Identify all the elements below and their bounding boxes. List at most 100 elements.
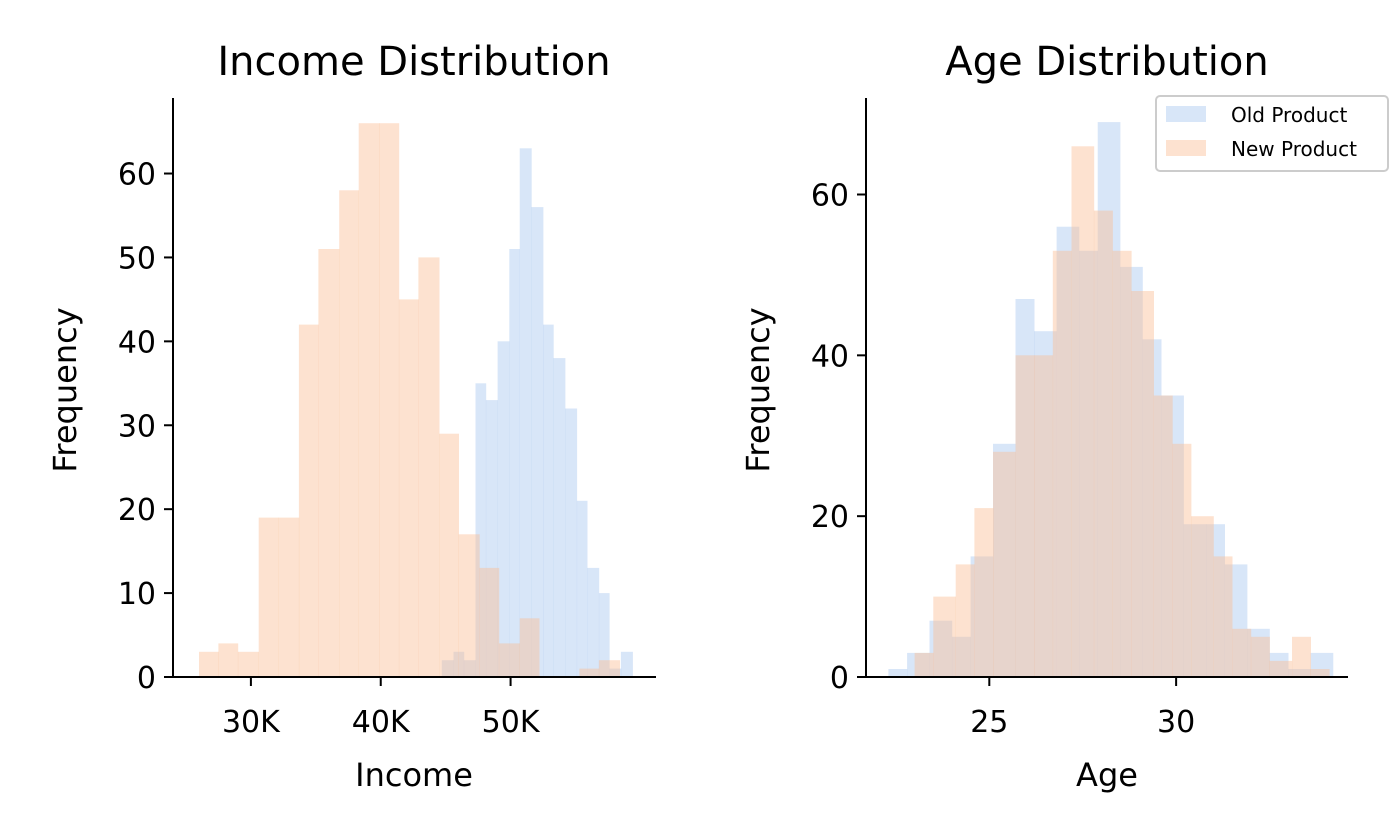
age-bar-new-product [1015, 355, 1035, 677]
income-bar-old-product [620, 651, 633, 677]
legend-swatch-new-product [1166, 140, 1206, 156]
income-bar-old-product [553, 358, 566, 677]
age-bar-new-product [1112, 250, 1132, 678]
income-bars [199, 123, 633, 678]
age-bar-old-product [1206, 524, 1225, 677]
income-bar-new-product [579, 668, 600, 677]
income-bar-old-product [609, 668, 622, 677]
income-bar-new-product [519, 618, 540, 677]
legend-label-new-product: New Product [1231, 137, 1357, 161]
income-bar-old-product [509, 249, 520, 677]
age-bar-old-product [1224, 564, 1248, 677]
income-bar-new-product [498, 643, 520, 677]
income-bar-old-product [565, 408, 578, 677]
age-bar-new-product [1269, 660, 1293, 677]
income-bar-new-product [298, 324, 319, 677]
age-bar-new-product [974, 508, 994, 677]
income-y-tick-label: 30 [118, 409, 156, 444]
income-y-tick-label: 40 [118, 325, 156, 360]
age-bar-old-product [1310, 652, 1334, 677]
age-y-label: Frequency [739, 307, 777, 472]
age-bar-new-product [1071, 146, 1095, 678]
age-bar-new-product [1292, 636, 1311, 677]
income-chart: Income Distribution 0 10 20 30 40 50 60 30K 40K 5… [46, 39, 656, 794]
legend-label-old-product: Old Product [1231, 103, 1347, 127]
legend-swatch-old-product [1166, 106, 1206, 122]
age-bar-new-product [1213, 556, 1233, 677]
income-bar-new-product [458, 534, 480, 677]
income-bar-old-product [576, 500, 588, 677]
age-bar-new-product [1093, 210, 1113, 677]
age-bar-old-product [1142, 339, 1162, 678]
age-bar-old-product [888, 669, 908, 677]
income-bar-old-product [587, 567, 600, 677]
age-bar-new-product [1052, 250, 1072, 678]
income-bar-new-product [237, 651, 259, 677]
income-bar-old-product [441, 660, 454, 677]
income-bar-new-product [358, 123, 380, 677]
age-bar-old-product [1034, 331, 1057, 677]
age-bar-old-product [993, 443, 1016, 677]
age-bar-old-product [970, 556, 994, 677]
age-bar-new-product [914, 652, 934, 677]
age-chart: Age Distribution 0 20 40 60 25 30 Age Frequen… [739, 39, 1389, 794]
age-bar-old-product [929, 620, 953, 677]
income-y-tick-label: 10 [118, 577, 156, 612]
income-bar-new-product [379, 123, 400, 677]
age-bar-new-product [1131, 291, 1154, 677]
income-bar-old-product [519, 148, 532, 678]
age-bar-new-product [1034, 355, 1054, 677]
age-bar-old-product [1079, 250, 1098, 678]
age-ticks: 0 20 40 60 25 30 [811, 179, 1195, 741]
age-bar-old-product [907, 652, 930, 677]
age-bar-old-product [951, 636, 971, 677]
age-x-label: Age [1076, 756, 1138, 794]
age-bar-old-product [1015, 299, 1035, 677]
age-bar-old-product [1183, 524, 1207, 677]
income-x-tick-label: 50K [482, 705, 541, 740]
income-bar-old-product [475, 383, 487, 677]
income-x-tick-label: 30K [222, 705, 281, 740]
income-chart-title: Income Distribution [217, 39, 610, 85]
income-y-tick-label: 0 [137, 661, 156, 696]
income-bar-old-product [463, 660, 476, 677]
income-bar-new-product [479, 567, 500, 677]
income-bar-new-product [218, 643, 239, 677]
age-bar-old-product [1161, 395, 1184, 677]
income-bar-old-product [531, 207, 544, 677]
age-bars [888, 122, 1334, 678]
legend: Old Product New Product [1155, 95, 1389, 172]
income-bar-old-product [485, 400, 498, 677]
age-bar-new-product [993, 451, 1016, 677]
income-y-tick-label: 60 [118, 158, 156, 193]
income-bar-old-product [453, 651, 465, 677]
income-bar-new-product [258, 517, 279, 677]
age-x-tick-label: 25 [970, 705, 1008, 740]
age-bar-new-product [955, 564, 975, 677]
income-ticks: 0 10 20 30 40 50 60 30K 40K 50K [118, 158, 541, 740]
age-bar-old-product [1056, 226, 1080, 677]
age-bar-new-product [1172, 443, 1192, 677]
age-y-tick-label: 0 [830, 661, 849, 696]
age-bar-new-product [1310, 669, 1330, 677]
age-chart-title: Age Distribution [945, 39, 1268, 85]
age-bar-old-product [1269, 652, 1289, 677]
income-bar-new-product [318, 249, 340, 677]
income-bar-new-product [398, 299, 419, 677]
age-bar-old-product [1288, 669, 1311, 677]
income-bar-new-product [339, 190, 359, 678]
income-y-label: Frequency [46, 307, 84, 472]
income-bar-new-product [598, 660, 620, 677]
age-bar-new-product [933, 596, 956, 677]
age-y-tick-label: 20 [811, 500, 849, 535]
age-y-tick-label: 40 [811, 339, 849, 374]
income-x-label: Income [355, 756, 473, 794]
age-bar-old-product [1120, 266, 1143, 677]
income-x-tick-label: 40K [352, 705, 411, 740]
age-y-tick-label: 60 [811, 179, 849, 214]
age-bar-old-product [1247, 628, 1270, 678]
age-bar-new-product [1250, 636, 1270, 677]
income-bar-new-product [199, 651, 219, 677]
income-bar-new-product [278, 517, 300, 677]
